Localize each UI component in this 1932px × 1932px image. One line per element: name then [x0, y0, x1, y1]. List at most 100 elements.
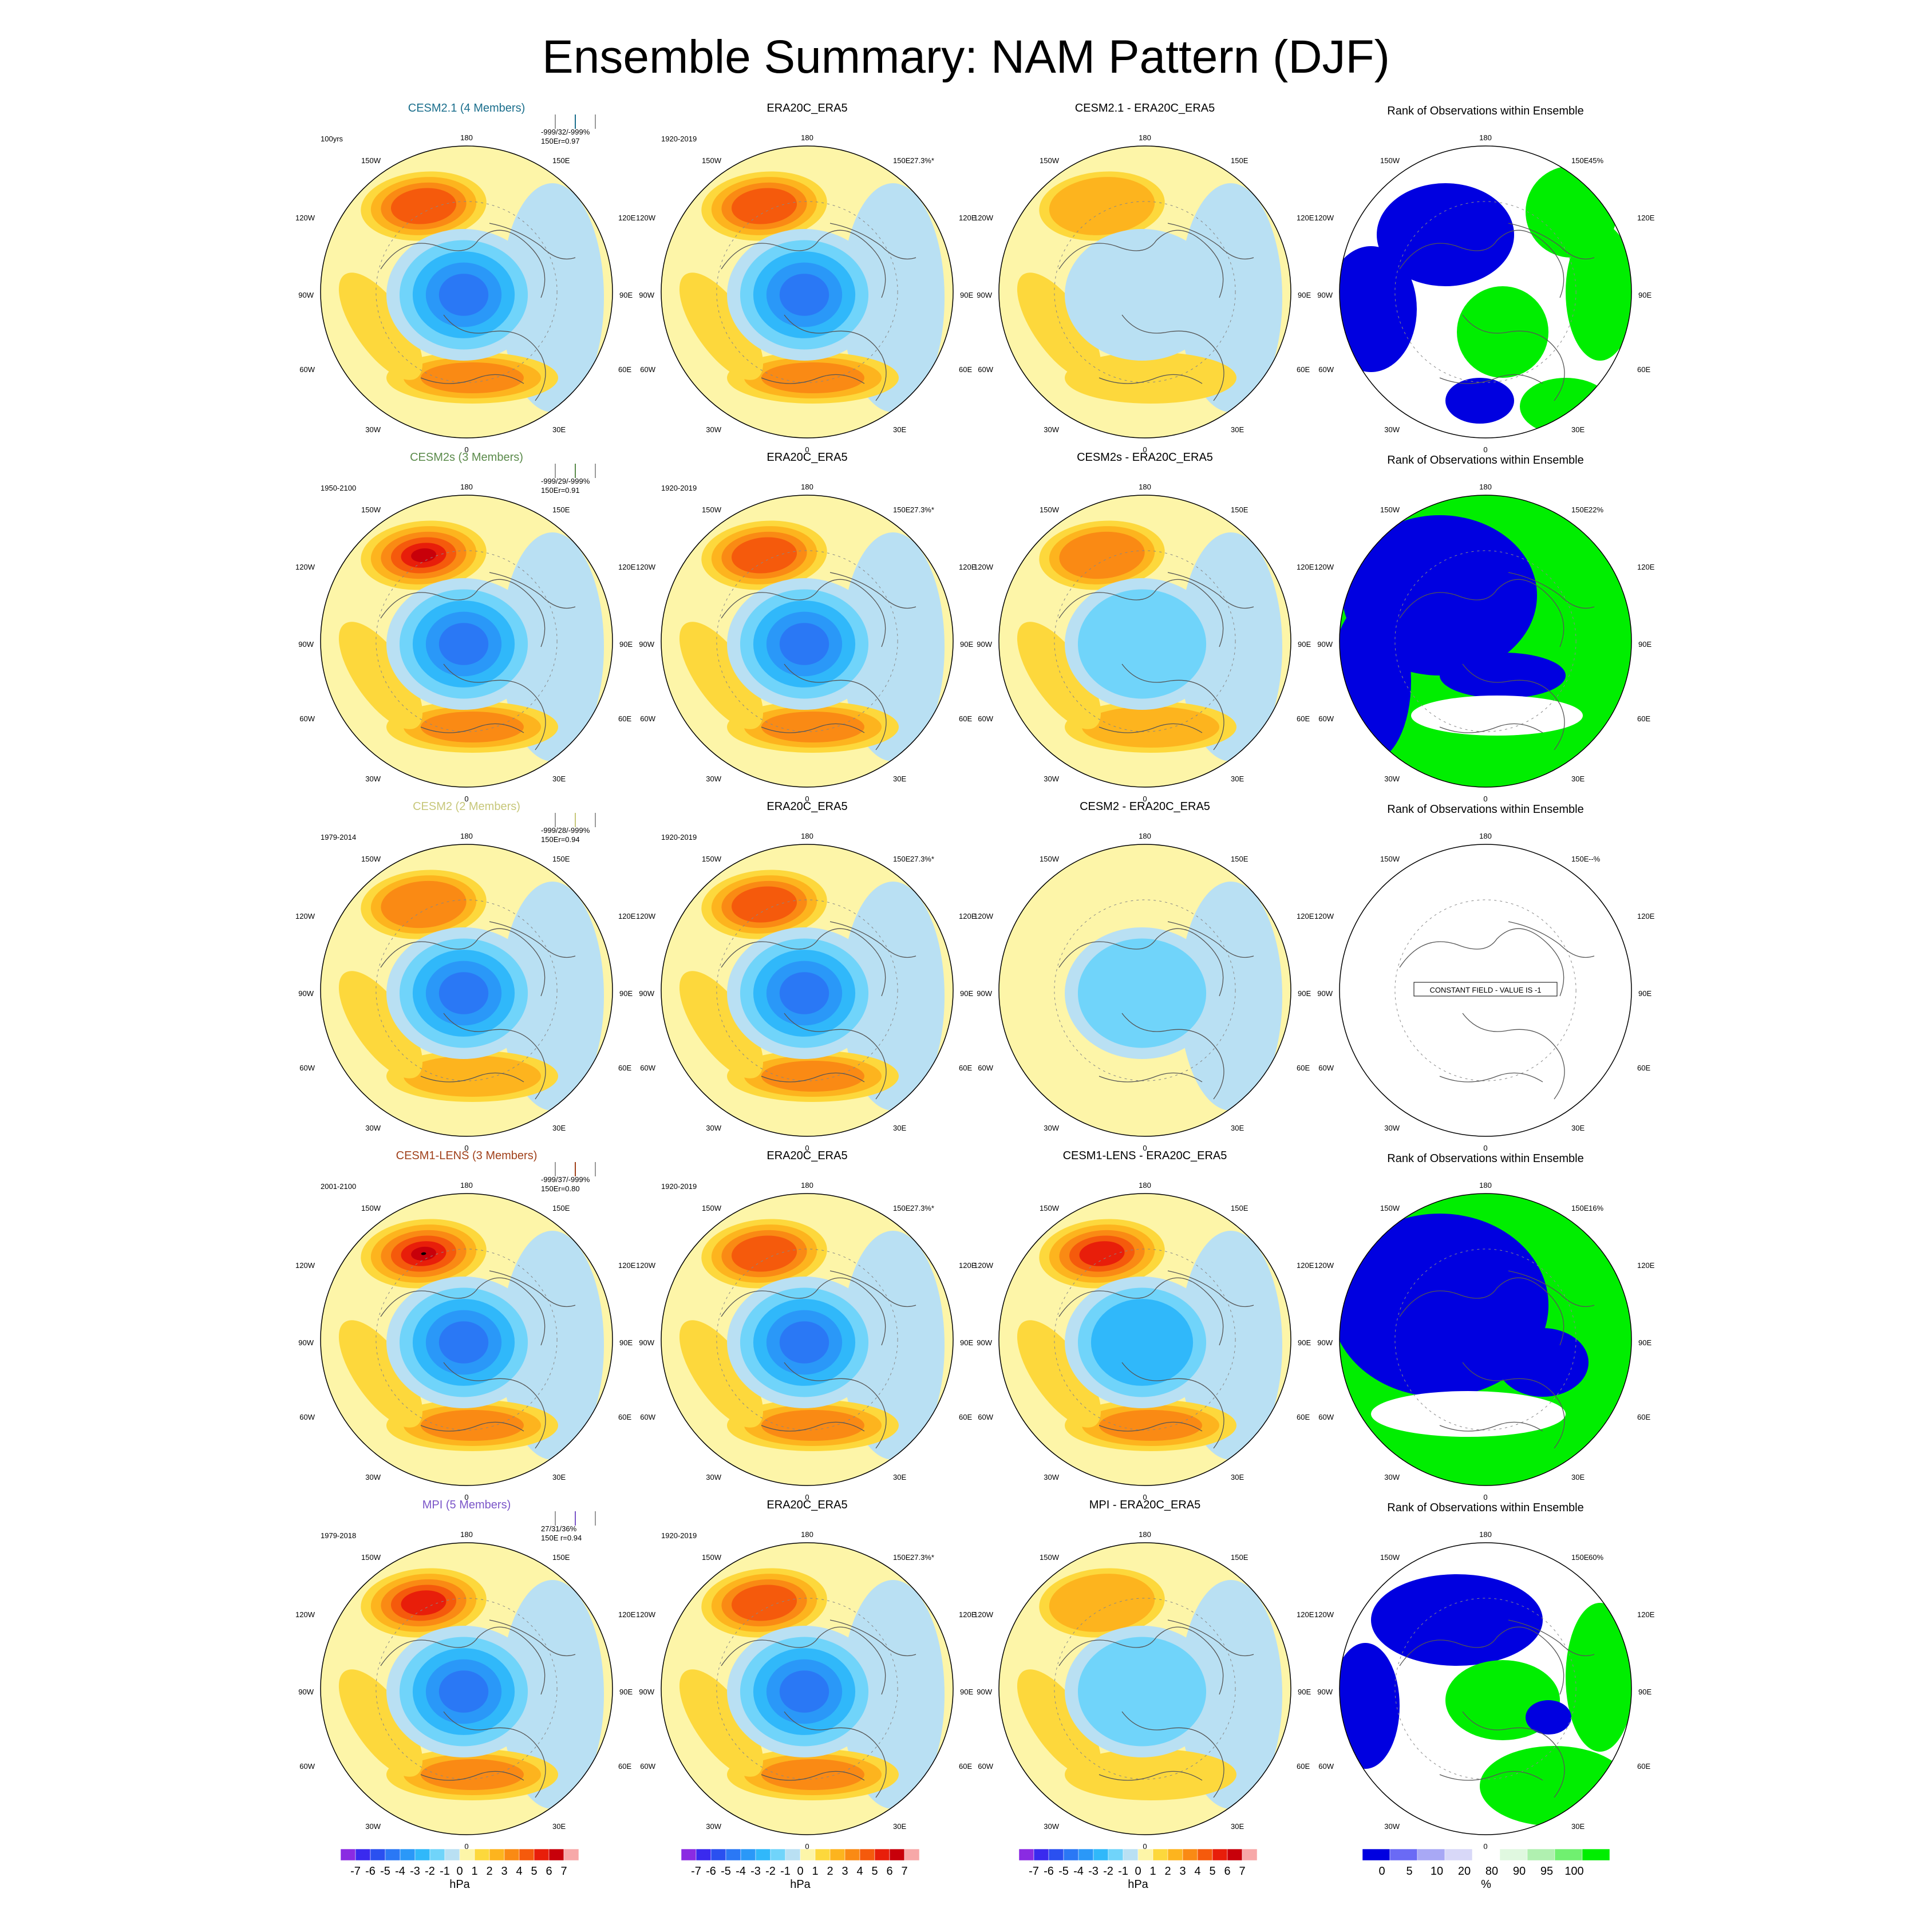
- pos-pacific-d0-2: [1049, 177, 1155, 235]
- colorbar-swatch-model-2: [370, 1848, 386, 1861]
- pos-pacific-d1-3: [1059, 531, 1145, 579]
- rank-pct: --%: [1589, 855, 1601, 863]
- lon-label-m0-2: 150E: [552, 156, 570, 165]
- colorbar-label-rank-3: 20: [1458, 1865, 1471, 1878]
- graticule-d2: [1054, 899, 1236, 1081]
- colorbar-label-model-13: 6: [546, 1865, 552, 1878]
- lon-label-m4-5: 90W: [298, 1688, 314, 1696]
- lon-label-k0-0: 180: [1479, 133, 1492, 142]
- model-correlation: 150Er=0.91: [541, 486, 580, 495]
- coastline-k3-3: [1439, 1421, 1543, 1432]
- model-correlation: 150Er=0.94: [541, 835, 580, 844]
- lon-label-d4-6: 90E: [1298, 1688, 1311, 1696]
- coastline-d0-1: [1121, 314, 1224, 401]
- lon-label-o1-0: 180: [801, 483, 813, 491]
- lon-label-o1-9: 30W: [706, 775, 721, 783]
- pos-atlantic-d0-1: [1065, 352, 1236, 404]
- lon-label-d4-5: 90W: [977, 1688, 992, 1696]
- lon-label-d3-7: 60W: [978, 1413, 993, 1421]
- lon-label-o0-3: 120W: [636, 214, 656, 222]
- colorbar-label-model-5: -2: [425, 1865, 435, 1878]
- lon-label-o0-11: 0: [805, 445, 809, 454]
- rank-blue-k0-1: [1340, 246, 1417, 372]
- coastline-m2-2: [489, 921, 576, 958]
- neg-arctic-d1-1: [1077, 589, 1207, 699]
- rank-blue-k4-2: [1526, 1700, 1571, 1735]
- pos-atlantic-m0-3: [421, 362, 524, 393]
- graticule-o0: [716, 201, 898, 383]
- obs-title: ERA20C_ERA5: [767, 102, 847, 114]
- coastline-d4-2: [1167, 1619, 1254, 1657]
- model-title: CESM2.1 (4 Members): [408, 102, 526, 114]
- lon-label-k2-0: 180: [1479, 832, 1492, 840]
- map-border-d4: [998, 1542, 1291, 1835]
- coastline-d2-2: [1167, 921, 1254, 958]
- lon-label-o2-7: 60W: [640, 1064, 655, 1072]
- coastline-d3-0: [1058, 1277, 1224, 1346]
- lon-label-k3-1: 150W: [1380, 1204, 1400, 1212]
- lon-label-o2-5: 90W: [639, 989, 654, 998]
- lon-label-m0-5: 90W: [298, 291, 314, 299]
- lon-label-k0-6: 90E: [1638, 291, 1652, 299]
- lon-label-m0-6: 90E: [619, 291, 633, 299]
- model-title: CESM2s (3 Members): [410, 451, 523, 464]
- model-period: 1950-2100: [321, 484, 356, 492]
- coastline-k1-0: [1399, 579, 1564, 647]
- colorbar-swatch-obs-0: [681, 1848, 697, 1861]
- lon-label-m1-5: 90W: [298, 640, 314, 649]
- colorbar-swatch-model-11: [504, 1848, 520, 1861]
- colorbar-label-model-1: -6: [365, 1865, 376, 1878]
- lon-label-k4-2: 150E: [1571, 1553, 1589, 1562]
- colorbar-label-obs-7: 0: [797, 1865, 803, 1878]
- obs-title: ERA20C_ERA5: [767, 800, 847, 813]
- pos-arc-o3: [679, 1320, 764, 1428]
- neg-belt-o1: [841, 532, 945, 761]
- colorbar-swatch-diff-2: [1048, 1848, 1064, 1861]
- coastline-o0-3: [761, 374, 865, 384]
- panel-obs-row5: ERA20C_ERA5 1920-2019 27.3%* 180 150W 150E 120…: [636, 1499, 977, 1851]
- lon-label-d3-6: 90E: [1298, 1338, 1311, 1347]
- lon-label-d4-2: 150E: [1231, 1553, 1249, 1562]
- lon-label-o3-1: 150W: [702, 1204, 722, 1212]
- colorbar-label-obs-5: -2: [765, 1865, 776, 1878]
- rank-title: Rank of Observations within Ensemble: [1387, 1152, 1584, 1165]
- lon-label-m0-8: 60E: [618, 365, 631, 374]
- colorbar-label-rank-6: 95: [1540, 1865, 1553, 1878]
- coastline-o3-0: [721, 1277, 886, 1346]
- coastline-k4-1: [1462, 1711, 1565, 1798]
- colorbar-rank: 0 5 10 20 80 90 95 100%: [1362, 1848, 1610, 1891]
- lon-label-m0-11: 0: [464, 445, 468, 454]
- lon-label-k0-8: 60E: [1637, 365, 1650, 374]
- lon-label-m2-4: 120E: [618, 912, 636, 920]
- coastline-o1-3: [761, 723, 865, 733]
- lon-label-d3-2: 150E: [1231, 1204, 1249, 1212]
- constant-field-message: CONSTANT FIELD - VALUE IS -1: [1429, 986, 1541, 994]
- coastline-d0-3: [1099, 374, 1203, 384]
- colorbar-swatch-model-1: [355, 1848, 371, 1861]
- field-d4: [999, 1543, 1291, 1835]
- lon-label-k1-8: 60E: [1637, 714, 1650, 723]
- panel-model-row4: CESM1-LENS (3 Members) 2001-2100 -999/37/-…: [295, 1149, 636, 1502]
- lon-label-o1-7: 60W: [640, 714, 655, 723]
- lon-label-o4-10: 30E: [893, 1822, 906, 1831]
- lon-label-k1-6: 90E: [1638, 640, 1652, 649]
- pos-arc-d4: [1017, 1669, 1101, 1777]
- colorbar-swatch-obs-15: [904, 1848, 920, 1861]
- lon-label-o3-4: 120E: [959, 1261, 977, 1270]
- lon-label-k3-5: 90W: [1317, 1338, 1333, 1347]
- lon-label-m4-1: 150W: [361, 1553, 381, 1562]
- lon-label-k4-10: 30E: [1571, 1822, 1585, 1831]
- pos-arc-o0: [679, 272, 764, 380]
- colorbar-label-obs-3: -4: [736, 1865, 746, 1878]
- lon-label-o2-6: 90E: [960, 989, 973, 998]
- colorbar-label-rank-0: 0: [1378, 1865, 1385, 1878]
- lon-label-m3-3: 120W: [295, 1261, 315, 1270]
- rank-green-k4-1: [1566, 1603, 1631, 1752]
- model-stats: -999/32/-999%: [541, 128, 590, 136]
- neg-belt-o2: [841, 882, 945, 1111]
- colorbar-label-obs-0: -7: [691, 1865, 701, 1878]
- rank-blue-k3-1: [1497, 1328, 1589, 1397]
- pos-atlantic-o2-3: [761, 1061, 864, 1092]
- colorbar-swatch-diff-9: [1152, 1848, 1168, 1861]
- coastline-d3-2: [1167, 1270, 1254, 1307]
